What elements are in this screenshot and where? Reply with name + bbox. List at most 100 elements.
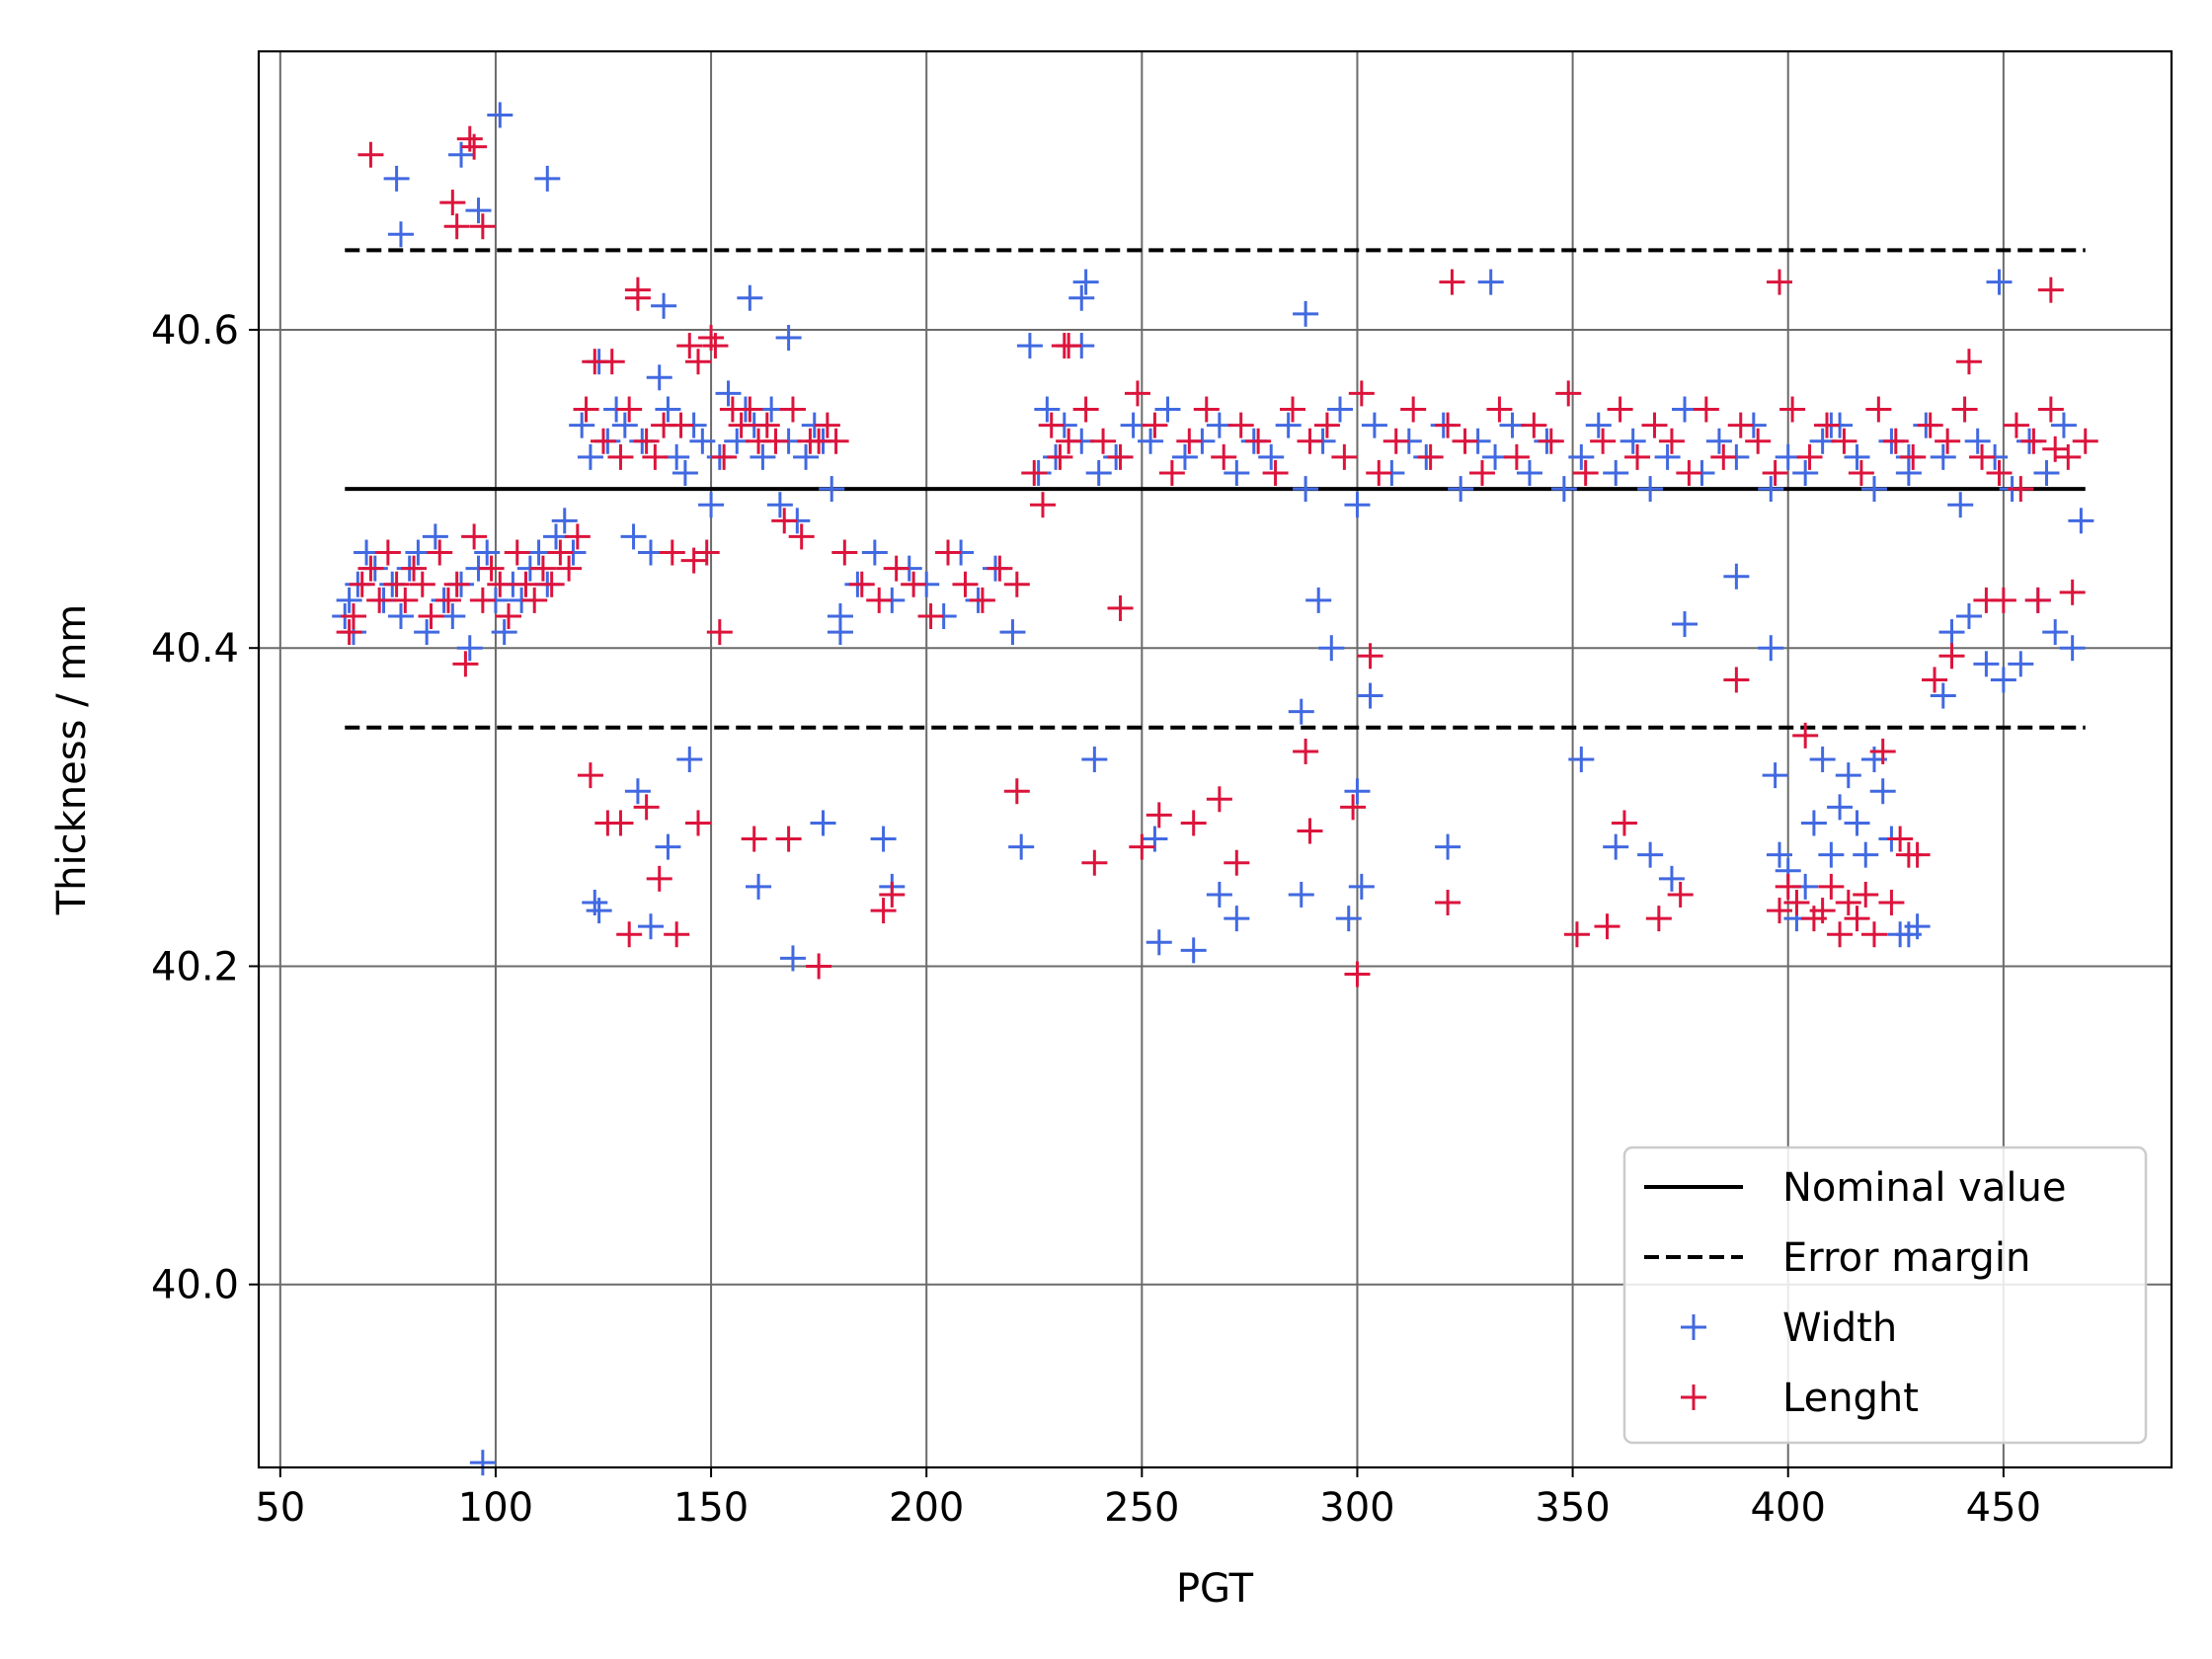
width-point bbox=[870, 826, 897, 852]
width-point bbox=[354, 539, 380, 566]
width-point bbox=[1550, 476, 1577, 503]
width-point bbox=[1206, 881, 1232, 908]
lenght-point bbox=[1882, 428, 1909, 454]
x-tick-label: 150 bbox=[673, 1485, 749, 1531]
width-point bbox=[1844, 810, 1870, 836]
lenght-point bbox=[1193, 396, 1220, 423]
lenght-point bbox=[680, 547, 707, 574]
width-point bbox=[775, 325, 802, 352]
lenght-point bbox=[659, 539, 685, 566]
width-point bbox=[724, 428, 750, 454]
lenght-point bbox=[1129, 833, 1155, 860]
lenght-point bbox=[1676, 459, 1702, 486]
width-point bbox=[651, 292, 677, 319]
width-point bbox=[1775, 443, 1801, 470]
lenght-point bbox=[336, 619, 362, 646]
lenght-point bbox=[357, 555, 384, 582]
lenght-point bbox=[1865, 396, 1892, 423]
width-point bbox=[2008, 651, 2034, 677]
width-point bbox=[1448, 476, 1474, 503]
lenght-point bbox=[469, 213, 496, 240]
lenght-point bbox=[1844, 906, 1870, 932]
lenght-point bbox=[1762, 459, 1788, 486]
width-point bbox=[655, 396, 681, 423]
lenght-point bbox=[848, 571, 875, 597]
width-point bbox=[491, 619, 517, 646]
width-point bbox=[1904, 913, 1931, 940]
width-point bbox=[624, 778, 651, 805]
legend-length-label: Lenght bbox=[1782, 1376, 1919, 1421]
width-point bbox=[1930, 682, 1956, 709]
lenght-point bbox=[434, 587, 461, 613]
lenght-point bbox=[577, 762, 603, 789]
x-tick-label: 400 bbox=[1751, 1485, 1826, 1531]
lenght-point bbox=[2042, 435, 2069, 462]
lenght-point bbox=[642, 443, 669, 470]
lenght-point bbox=[1904, 841, 1931, 868]
width-point bbox=[1293, 476, 1319, 503]
lenght-point bbox=[1796, 443, 1823, 470]
lenght-point bbox=[357, 141, 384, 168]
width-point bbox=[1869, 778, 1896, 805]
lenght-point bbox=[823, 428, 849, 454]
width-point bbox=[758, 396, 785, 423]
lenght-point bbox=[1227, 412, 1254, 438]
lenght-point bbox=[1417, 443, 1444, 470]
lenght-point bbox=[607, 810, 634, 836]
width-point bbox=[1357, 682, 1383, 709]
lenght-point bbox=[879, 881, 906, 908]
lenght-point bbox=[1792, 722, 1819, 749]
lenght-point bbox=[1146, 802, 1172, 829]
legend-box bbox=[1622, 1146, 2148, 1445]
width-point bbox=[1762, 762, 1788, 789]
legend-width-marker bbox=[1681, 1314, 1706, 1340]
width-point bbox=[456, 635, 483, 662]
width-point bbox=[1154, 396, 1181, 423]
lenght-point bbox=[711, 443, 738, 470]
lenght-point bbox=[1645, 906, 1672, 932]
lenght-point bbox=[788, 523, 815, 550]
x-tick-label: 50 bbox=[255, 1485, 305, 1531]
lenght-point bbox=[1521, 412, 1547, 438]
lenght-point bbox=[935, 539, 962, 566]
lenght-point bbox=[1818, 873, 1845, 900]
width-point bbox=[1224, 906, 1250, 932]
width-point bbox=[1085, 459, 1112, 486]
width-point bbox=[779, 945, 806, 972]
lenght-point bbox=[409, 571, 435, 597]
width-point bbox=[655, 833, 681, 860]
lenght-point bbox=[684, 810, 711, 836]
lenght-point bbox=[2008, 476, 2034, 503]
lenght-point bbox=[443, 571, 470, 597]
lenght-point bbox=[452, 651, 479, 677]
x-tick-label: 350 bbox=[1535, 1485, 1610, 1531]
lenght-point bbox=[737, 396, 763, 423]
width-point bbox=[1034, 396, 1061, 423]
width-point bbox=[1206, 412, 1232, 438]
legend-length-marker bbox=[1681, 1384, 1706, 1410]
width-point bbox=[750, 443, 776, 470]
lenght-point bbox=[478, 555, 505, 582]
lenght-point bbox=[1667, 881, 1694, 908]
width-point bbox=[474, 539, 501, 566]
lenght-point bbox=[1176, 428, 1203, 454]
width-point bbox=[1072, 269, 1099, 295]
axis-ticks: 50 100 150 200 250 300 350 400 450 40.0 40.2 40.4 40… bbox=[151, 308, 2041, 1531]
lenght-point bbox=[2037, 276, 2064, 303]
lenght-point bbox=[664, 921, 690, 948]
width-point bbox=[1327, 396, 1354, 423]
lenght-point bbox=[427, 539, 453, 566]
width-point bbox=[534, 165, 561, 192]
lenght-point bbox=[1211, 443, 1237, 470]
lenght-point bbox=[952, 571, 979, 597]
width-point bbox=[405, 539, 432, 566]
lenght-point bbox=[366, 587, 393, 613]
y-tick-label: 40.0 bbox=[151, 1263, 239, 1308]
lenght-point bbox=[1348, 380, 1375, 407]
y-tick-label: 40.2 bbox=[151, 944, 239, 989]
lenght-point bbox=[1038, 412, 1065, 438]
width-point bbox=[1637, 841, 1664, 868]
width-point bbox=[672, 459, 698, 486]
width-point bbox=[1654, 443, 1681, 470]
